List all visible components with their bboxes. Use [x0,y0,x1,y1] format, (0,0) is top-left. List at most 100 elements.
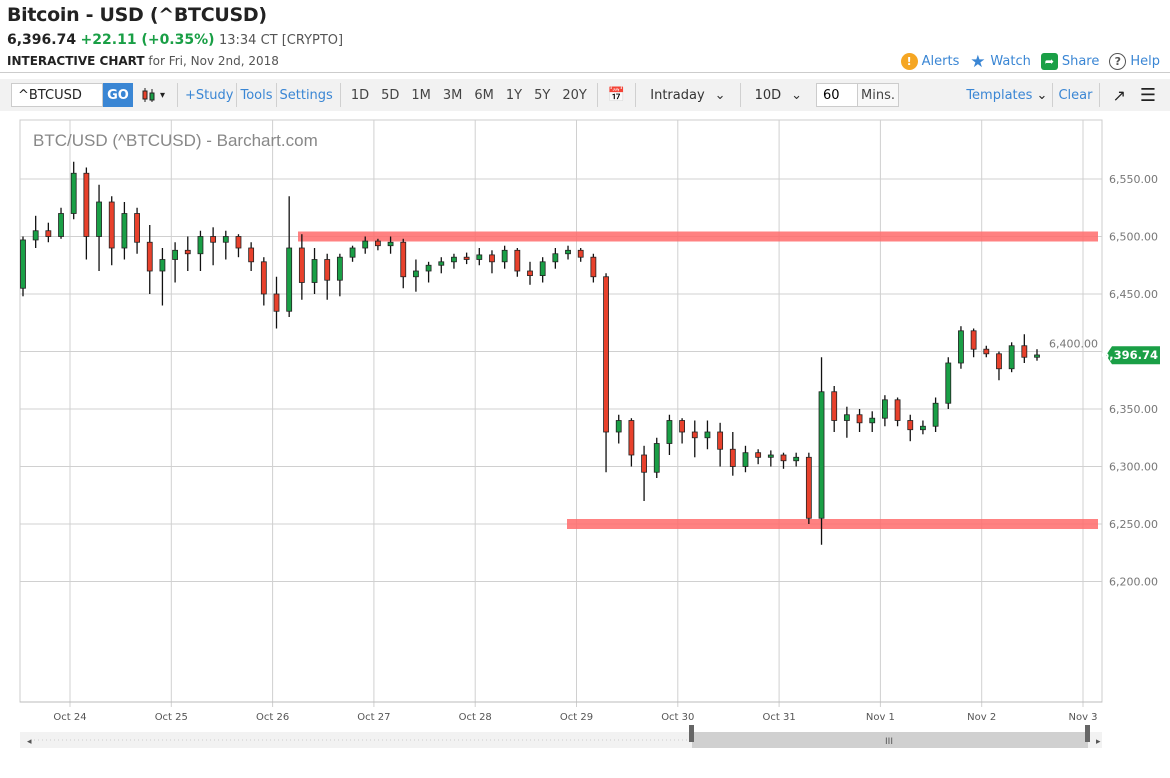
price-change: +22.11 (+0.35%) [80,32,215,48]
study-button[interactable]: +Study [185,87,234,103]
candle-body [653,443,660,473]
candle-body [222,236,229,243]
alerts-link[interactable]: ! Alerts [900,53,960,70]
range-value: 10D [754,87,782,103]
candle-body [489,254,495,263]
price-chart[interactable]: 6,550.00 6,500.00 6,450.00 6,400.00 6,350.00… [0,115,1170,760]
candle-body [894,399,901,421]
chevron-down-icon: ⌄ [714,87,726,103]
period-1m[interactable]: 1M [411,87,431,103]
symbol-input[interactable] [11,83,103,107]
expand-arrow-icon[interactable]: ↗ [1112,85,1126,105]
candle-body [108,201,115,249]
watch-link[interactable]: ★ Watch [969,52,1031,72]
candle-body [565,249,571,255]
candle-body [349,247,356,258]
watch-label: Watch [990,54,1031,69]
templates-dropdown[interactable]: Templates ⌄ [963,88,1050,103]
candle-body [818,391,825,519]
x-tick-label: Nov 1 [866,712,895,723]
calendar-icon[interactable]: 📅 [607,87,626,103]
candle-body [45,230,52,237]
period-5y[interactable]: 5Y [534,87,551,103]
candle-body [451,256,457,263]
candle-body [298,247,305,283]
action-links: ! Alerts ★ Watch ➦ Share ? Help [900,52,1160,72]
candle-body [146,241,153,272]
scroll-left-arrow[interactable]: ◂ [27,737,32,747]
share-link[interactable]: ➦ Share [1040,53,1100,70]
candle-body [603,276,609,433]
clear-button[interactable]: Clear [1058,87,1093,103]
candle-body [996,353,1002,370]
interval-type-dropdown[interactable]: Intraday ⌄ [640,88,735,103]
period-6m[interactable]: 6M [474,87,494,103]
candle-body [425,264,432,272]
candle-body [882,399,888,419]
divider [236,83,238,107]
minutes-input[interactable] [816,83,859,107]
candle-body [438,261,445,266]
scroll-handle-left[interactable] [689,725,694,742]
y-tick-label: 6,200.00 [1109,576,1158,589]
candle-body [336,256,343,281]
candle-body [869,417,876,424]
help-icon: ? [1109,53,1127,70]
period-5d[interactable]: 5D [381,87,400,103]
candle-body [1034,354,1040,358]
candle-body [121,213,128,249]
candle-body [729,448,736,467]
settings-button[interactable]: Settings [279,87,333,103]
x-tick-label: Oct 28 [459,712,492,723]
candle-body [970,330,977,350]
candle-body [400,241,407,278]
candle-body [463,256,470,260]
candle-body [514,249,521,272]
candle-body [920,425,926,431]
chart-toolbar: GO ▾ +Study Tools Settings 1D 5D 1M 3M 6… [0,79,1170,111]
candle-body [641,454,647,473]
divider [339,83,341,107]
candle-body [32,230,39,241]
scrollbar[interactable]: III ◂ ▸ [20,725,1102,748]
scroll-right-arrow[interactable]: ▸ [1096,737,1101,747]
y-tick-label: 6,500.00 [1109,231,1158,244]
candlestick-type-icon[interactable]: ▾ [133,87,173,103]
candle-body [552,253,559,263]
candle-body [932,402,939,427]
candle-body [324,259,331,281]
x-tick-label: Oct 31 [762,712,795,723]
share-label: Share [1061,54,1100,69]
period-3m[interactable]: 3M [442,87,463,103]
plot-frame [19,119,1103,703]
tools-button[interactable]: Tools [240,87,273,103]
period-20y[interactable]: 20Y [562,87,587,103]
candle-body [134,213,140,243]
candle-body [691,431,698,439]
candle-body [958,330,964,364]
help-label: Help [1130,54,1160,69]
scroll-handle-right[interactable] [1085,725,1090,742]
candle-body [311,259,318,283]
period-1y[interactable]: 1Y [505,87,523,103]
last-price-marker [1106,346,1160,365]
alert-icon: ! [900,53,918,70]
candle-body [907,420,914,431]
candle-body [260,261,267,295]
candle-body [362,240,369,249]
scrollbar-thumb[interactable] [692,732,1088,748]
go-button[interactable]: GO [103,83,133,107]
candle-body [704,431,711,439]
candle-body [679,420,685,433]
range-dropdown[interactable]: 10D ⌄ [745,88,812,103]
x-tick-label: Oct 24 [53,712,86,723]
help-link[interactable]: ? Help [1109,53,1160,70]
menu-icon[interactable]: ☰ [1139,84,1156,106]
candle-body [615,420,622,433]
divider [596,83,598,107]
x-tick-label: Oct 26 [256,712,289,723]
divider [177,83,179,107]
alerts-label: Alerts [921,54,960,69]
candle-body [159,259,166,272]
period-1d[interactable]: 1D [350,87,370,103]
